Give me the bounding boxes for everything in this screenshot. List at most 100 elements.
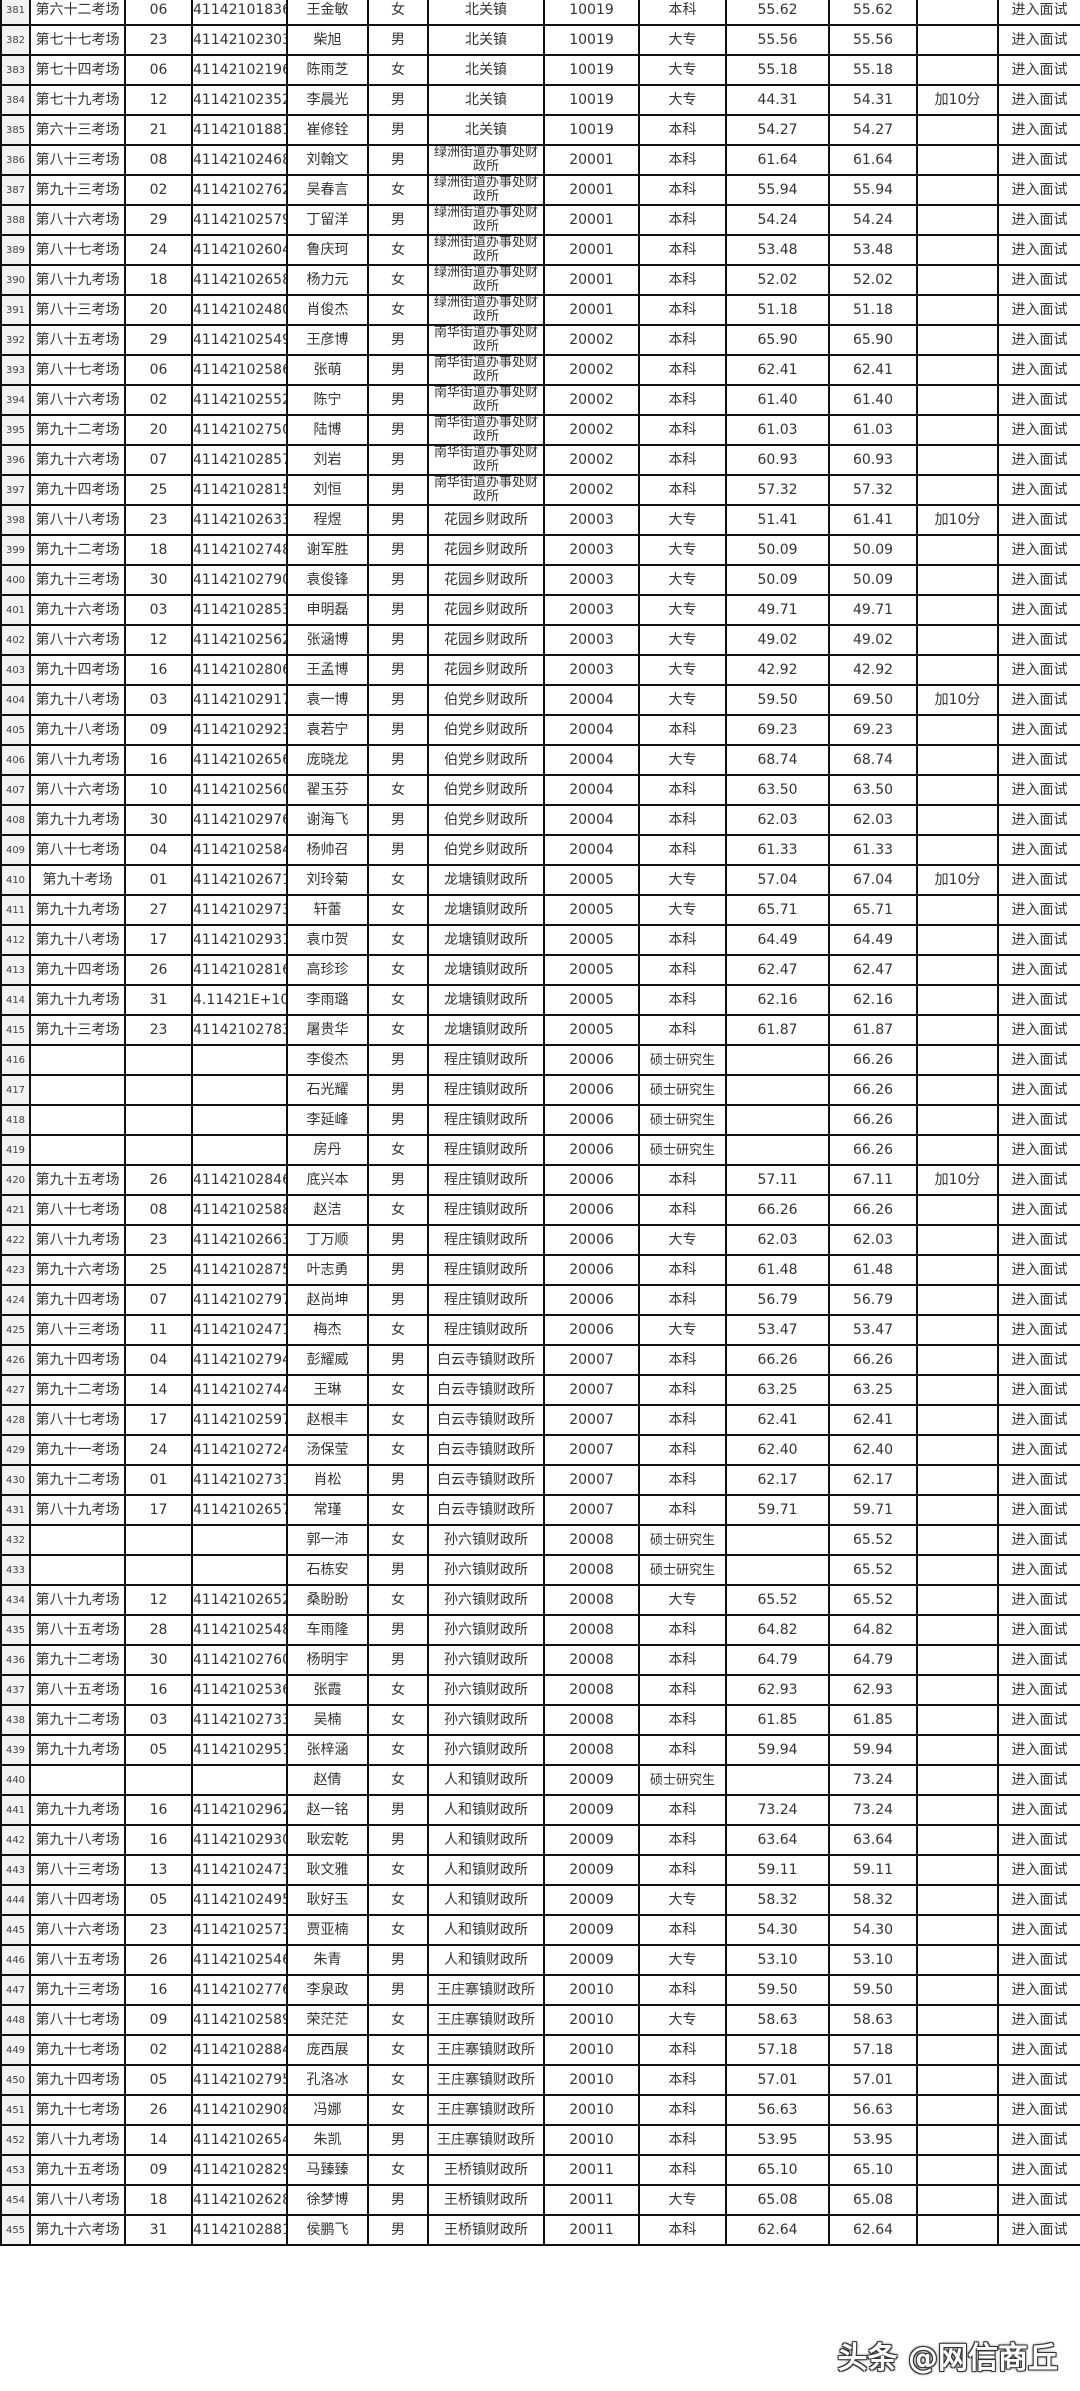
position-code-cell: 20004: [543, 834, 640, 866]
exam-room-cell: [29, 1044, 126, 1076]
table-row: 417 石光耀男程庄镇财政所 20006 硕士研究生 66.26 进入面试: [0, 1074, 1080, 1106]
name-cell: 杨明宇: [286, 1644, 369, 1676]
row-number-cell: 448: [0, 2004, 31, 2036]
gender-cell: 男: [367, 414, 429, 446]
position-code-cell: 20002: [543, 324, 640, 356]
position-code-cell: 20006: [543, 1164, 640, 1196]
education-cell: 硕士研究生: [638, 1764, 727, 1796]
exam-room-cell: 第八十八考场: [29, 2184, 126, 2216]
bonus-note-cell: [916, 2094, 999, 2126]
written-score-cell: [725, 1524, 830, 1556]
exam-room-cell: 第九十八考场: [29, 924, 126, 956]
ticket-number-cell: 41142102931: [191, 924, 288, 956]
seat-number-cell: 23: [124, 1224, 193, 1256]
position-code-cell: 20002: [543, 354, 640, 386]
seat-number-cell: 16: [124, 654, 193, 686]
position-unit-cell: 人和镇财政所: [427, 1794, 545, 1826]
position-unit-cell: 白云寺镇财政所: [427, 1434, 545, 1466]
ticket-number-cell: 41142102857: [191, 444, 288, 476]
position-code-cell: 20011: [543, 2154, 640, 2186]
exam-room-cell: 第八十四考场: [29, 1884, 126, 1916]
exam-room-cell: 第九十六考场: [29, 594, 126, 626]
row-number-cell: 450: [0, 2064, 31, 2096]
education-cell: 大专: [638, 504, 727, 536]
bonus-note-cell: [916, 804, 999, 836]
position-unit-cell: 程庄镇财政所: [427, 1074, 545, 1106]
position-code-cell: 20004: [543, 684, 640, 716]
row-number-cell: 453: [0, 2154, 31, 2186]
education-cell: 本科: [638, 1494, 727, 1526]
bonus-note-cell: [916, 894, 999, 926]
name-cell: 吴楠: [286, 1704, 369, 1736]
position-code-cell: 20010: [543, 2094, 640, 2126]
ticket-number-cell: 41142102748: [191, 534, 288, 566]
row-number-cell: 397: [0, 474, 31, 506]
table-row: 407 第八十六考场 10 41142102560 翟玉芬女伯党乡财政所 20004 本科 6…: [0, 774, 1080, 806]
seat-number-cell: 02: [124, 2034, 193, 2066]
education-cell: 硕士研究生: [638, 1134, 727, 1166]
bonus-note-cell: [916, 1074, 999, 1106]
ticket-number-cell: [191, 1074, 288, 1106]
position-code-cell: 20004: [543, 744, 640, 776]
written-score-cell: 61.33: [725, 834, 830, 866]
total-score-cell: 64.49: [828, 924, 918, 956]
table-row: 416 李俊杰男程庄镇财政所 20006 硕士研究生 66.26 进入面试: [0, 1044, 1080, 1076]
table-row: 423 第九十六考场 25 41142102875 叶志勇男程庄镇财政所 20006 本科 6…: [0, 1254, 1080, 1286]
status-cell: 进入面试: [997, 1434, 1080, 1466]
exam-room-cell: 第九十五考场: [29, 2154, 126, 2186]
status-cell: 进入面试: [997, 354, 1080, 386]
row-number-cell: 402: [0, 624, 31, 656]
name-cell: 程煜: [286, 504, 369, 536]
education-cell: 本科: [638, 804, 727, 836]
ticket-number-cell: 41142102471: [191, 1314, 288, 1346]
written-score-cell: 58.63: [725, 2004, 830, 2036]
position-code-cell: 20006: [543, 1134, 640, 1166]
bonus-note-cell: [916, 1194, 999, 1226]
row-number-cell: 454: [0, 2184, 31, 2216]
seat-number-cell: 26: [124, 1164, 193, 1196]
seat-number-cell: 18: [124, 534, 193, 566]
exam-room-cell: 第九十七考场: [29, 2094, 126, 2126]
position-code-cell: 20004: [543, 714, 640, 746]
table-row: 411 第九十九考场 27 41142102973 轩蕾女龙塘镇财政所 20005 大专 65…: [0, 894, 1080, 926]
total-score-cell: 59.50: [828, 1974, 918, 2006]
row-number-cell: 447: [0, 1974, 31, 2006]
ticket-number-cell: 41142102495: [191, 1884, 288, 1916]
position-code-cell: 20002: [543, 474, 640, 506]
name-cell: 崔修铨: [286, 114, 369, 146]
seat-number-cell: 30: [124, 804, 193, 836]
exam-room-cell: 第六十二考场: [29, 0, 126, 26]
position-code-cell: 20001: [543, 234, 640, 266]
position-code-cell: 20011: [543, 2214, 640, 2246]
written-score-cell: 42.92: [725, 654, 830, 686]
status-cell: 进入面试: [997, 1254, 1080, 1286]
exam-room-cell: 第八十七考场: [29, 834, 126, 866]
total-score-cell: 65.52: [828, 1554, 918, 1586]
table-row: 436 第九十二考场 30 41142102760 杨明宇男孙六镇财政所 20008 本科 6…: [0, 1644, 1080, 1676]
bonus-note-cell: [916, 1374, 999, 1406]
seat-number-cell: 24: [124, 234, 193, 266]
table-row: 431 第八十九考场 17 41142102657 常瑾女白云寺镇财政所 20007 本科 5…: [0, 1494, 1080, 1526]
ticket-number-cell: 41142102776: [191, 1974, 288, 2006]
seat-number-cell: 16: [124, 1794, 193, 1826]
status-cell: 进入面试: [997, 504, 1080, 536]
position-code-cell: 20008: [543, 1704, 640, 1736]
bonus-note-cell: [916, 1854, 999, 1886]
table-row: 455 第九十六考场 31 41142102881 侯鹏飞男王桥镇财政所 20011 本科 6…: [0, 2214, 1080, 2246]
gender-cell: 男: [367, 444, 429, 476]
gender-cell: 男: [367, 1284, 429, 1316]
gender-cell: 女: [367, 234, 429, 266]
written-score-cell: 62.47: [725, 954, 830, 986]
table-row: 381 第六十二考场 06 41142101836 王金敏女北关镇 10019 本科 55.6…: [0, 0, 1080, 26]
name-cell: 房丹: [286, 1134, 369, 1166]
table-row: 409 第八十七考场 04 41142102584 杨帅召男伯党乡财政所 20004 本科 6…: [0, 834, 1080, 866]
position-code-cell: 20005: [543, 894, 640, 926]
position-unit-cell: 人和镇财政所: [427, 1854, 545, 1886]
position-unit-cell: 人和镇财政所: [427, 1884, 545, 1916]
position-code-cell: 20005: [543, 924, 640, 956]
seat-number-cell: 17: [124, 1494, 193, 1526]
row-number-cell: 414: [0, 984, 31, 1016]
exam-room-cell: 第八十九考场: [29, 2124, 126, 2156]
name-cell: 底兴本: [286, 1164, 369, 1196]
ticket-number-cell: 41142102930: [191, 1824, 288, 1856]
